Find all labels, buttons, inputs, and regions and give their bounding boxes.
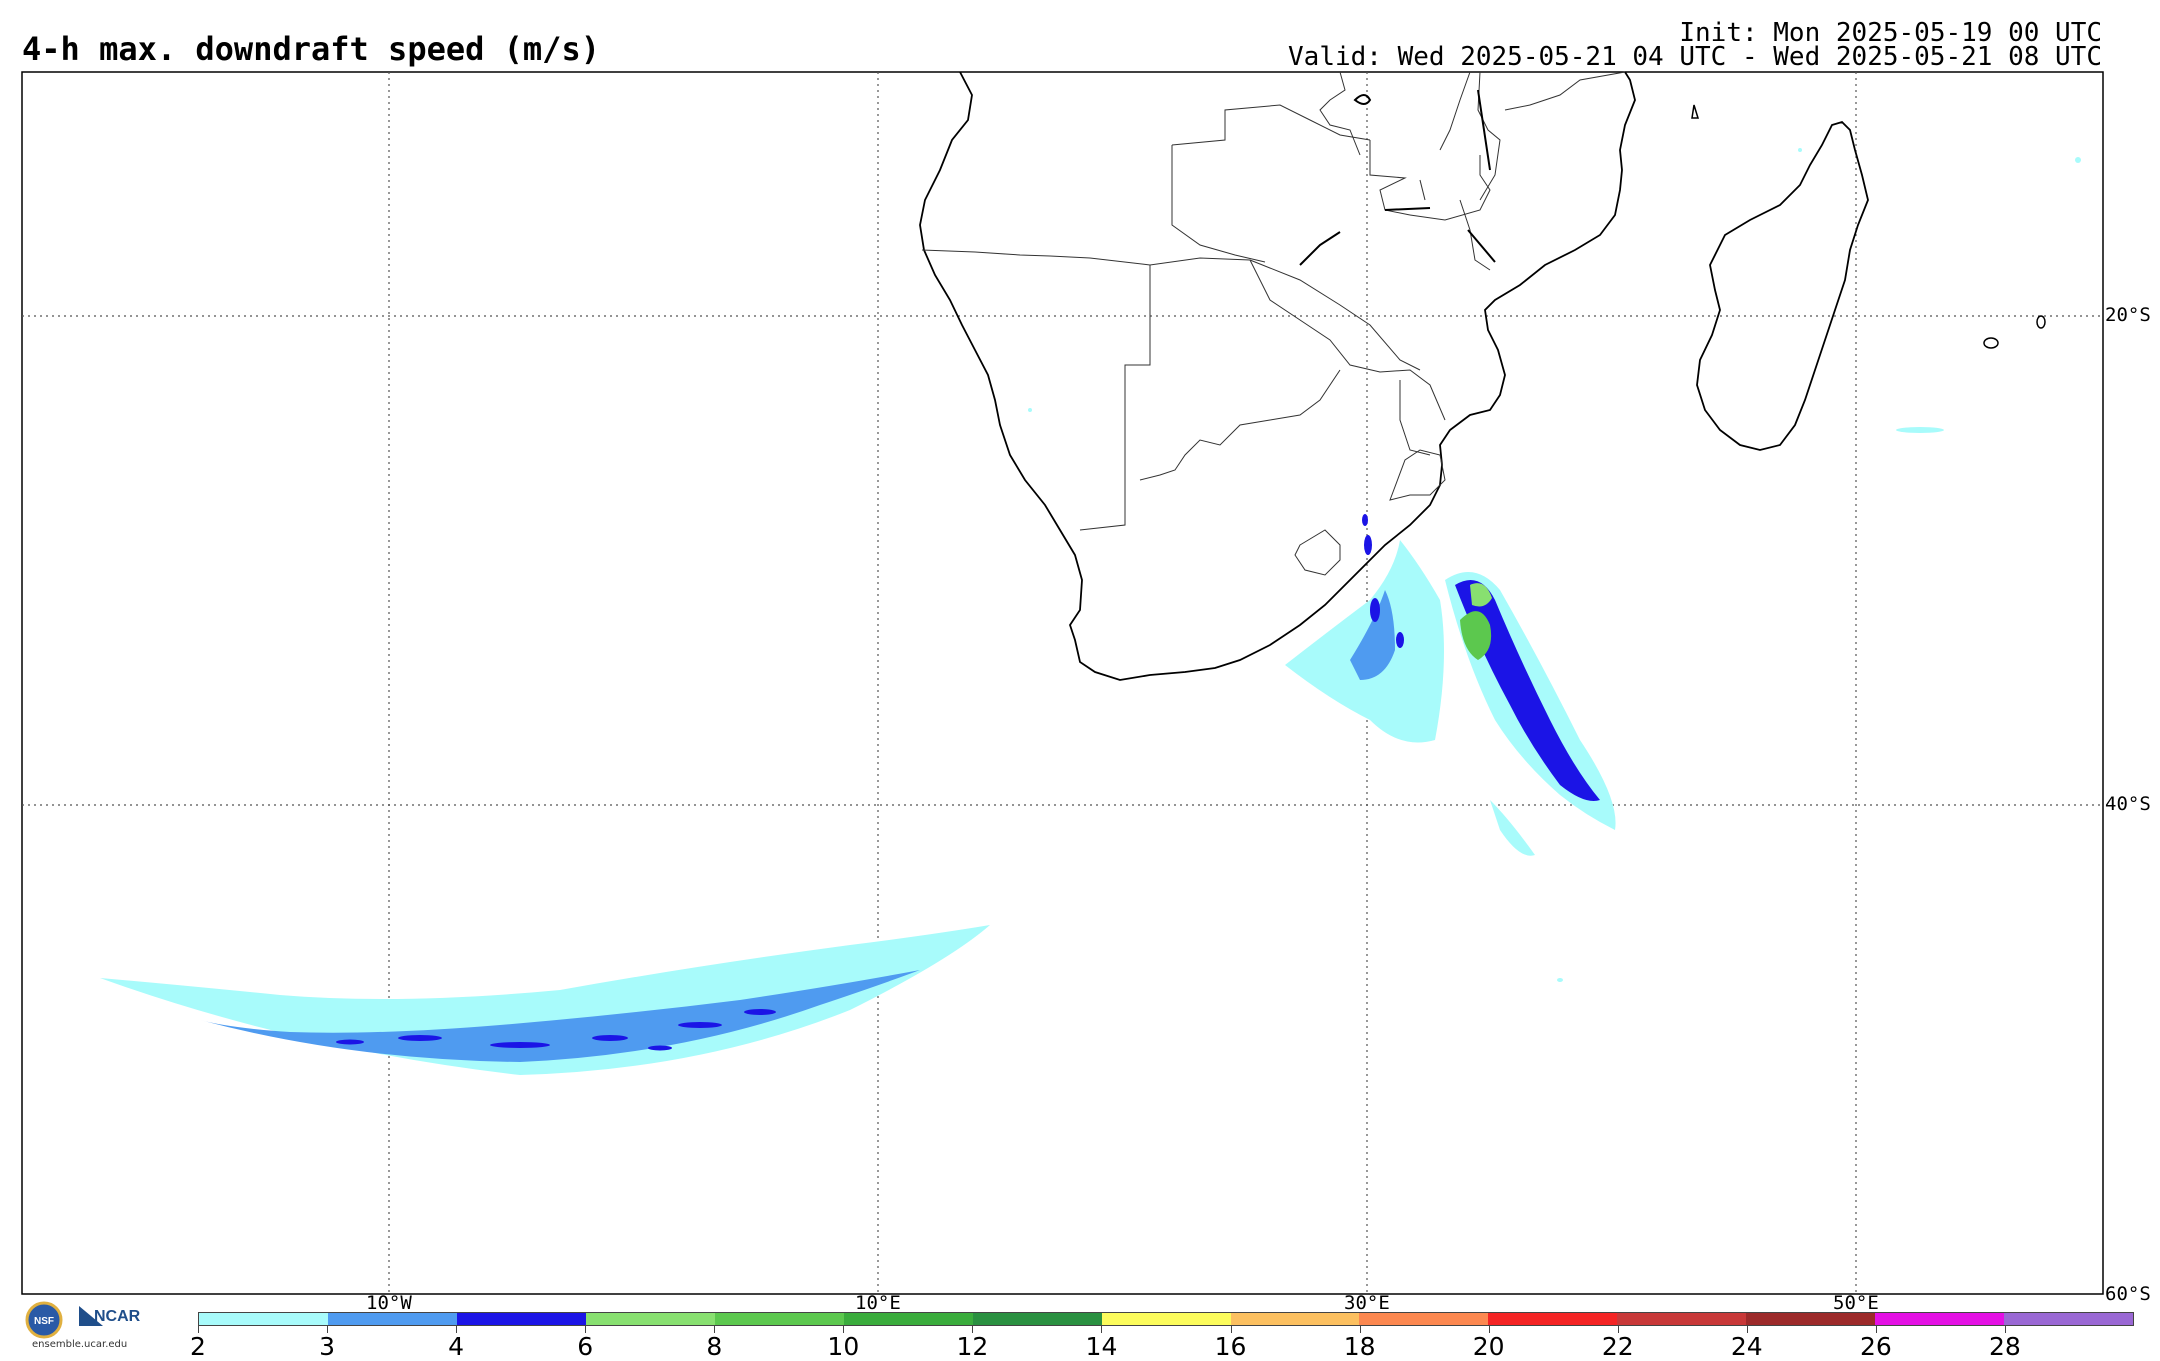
colorbar-label: 22 <box>1601 1332 1634 1361</box>
nsf-logo-icon: NSF <box>25 1301 63 1339</box>
ncar-logo-text: NCAR <box>94 1308 141 1325</box>
colorbar-tick <box>1617 1326 1619 1333</box>
colorbar-segment <box>1230 1313 1360 1325</box>
colorbar <box>198 1312 2134 1326</box>
colorbar-tick <box>198 1326 199 1333</box>
colorbar-label: 24 <box>1730 1332 1763 1361</box>
colorbar-label: 8 <box>706 1332 723 1361</box>
lat-label-40s: 40°S <box>2105 793 2151 815</box>
colorbar-tick <box>972 1326 974 1333</box>
logo-area: NSF <box>24 1300 164 1352</box>
colorbar-label: 3 <box>319 1332 336 1361</box>
colorbar-segment <box>1101 1313 1231 1325</box>
colorbar-label: 10 <box>827 1332 860 1361</box>
colorbar-label: 18 <box>1343 1332 1376 1361</box>
nsf-logo-text: NSF <box>34 1316 54 1327</box>
colorbar-label: 28 <box>1989 1332 2021 1361</box>
small-islands <box>1691 104 2046 349</box>
colorbar-tick <box>1101 1326 1103 1333</box>
init-time: Init: Mon 2025-05-19 00 UTC <box>1679 18 2102 48</box>
colorbar-segment <box>2004 1313 2134 1325</box>
colorbar-segment <box>1875 1313 2005 1325</box>
colorbar-label: 20 <box>1472 1332 1505 1361</box>
colorbar-segment <box>456 1313 586 1325</box>
map-frame <box>21 71 2104 1295</box>
lon-label-10e: 10°E <box>855 1292 901 1314</box>
africa-coastline <box>919 71 1636 681</box>
colorbar-tick <box>327 1326 329 1333</box>
colorbar-segment <box>585 1313 715 1325</box>
colorbar-segment <box>1746 1313 1876 1325</box>
lon-label-30e: 30°E <box>1344 1292 1390 1314</box>
lat-label-60s: 60°S <box>2105 1283 2151 1305</box>
country-borders <box>921 71 1626 576</box>
colorbar-label: 14 <box>1085 1332 1118 1361</box>
colorbar-tick <box>1746 1326 1748 1333</box>
colorbar-segment <box>327 1313 457 1325</box>
madagascar-outline <box>1696 120 1869 451</box>
graticule <box>22 72 2103 1294</box>
colorbar-segment <box>199 1313 328 1325</box>
colorbar-segment <box>1617 1313 1747 1325</box>
map-title: 4-h max. downdraft speed (m/s) <box>22 30 600 68</box>
colorbar-label: 12 <box>956 1332 989 1361</box>
colorbar-tick <box>1359 1326 1361 1333</box>
downdraft-se-africa <box>1028 148 2081 982</box>
colorbar-segment <box>1359 1313 1489 1325</box>
valid-time: Valid: Wed 2025-05-21 04 UTC - Wed 2025-… <box>1288 42 2102 72</box>
colorbar-tick <box>714 1326 716 1333</box>
colorbar-segment <box>972 1313 1102 1325</box>
colorbar-tick <box>2004 1326 2006 1333</box>
lon-label-50e: 50°E <box>1833 1292 1879 1314</box>
colorbar-tick <box>843 1326 845 1333</box>
ncar-logo-icon <box>79 1306 103 1326</box>
lat-label-20s: 20°S <box>2105 304 2151 326</box>
colorbar-label: 26 <box>1859 1332 1892 1361</box>
colorbar-tick <box>1230 1326 1232 1333</box>
colorbar-tick <box>585 1326 587 1333</box>
colorbar-label: 6 <box>577 1332 594 1361</box>
colorbar-tick <box>1875 1326 1877 1333</box>
footer-url: ensemble.ucar.edu <box>32 1339 128 1350</box>
downdraft-atlantic-band <box>100 925 990 1075</box>
colorbar-tick <box>1488 1326 1490 1333</box>
colorbar-segment <box>714 1313 844 1325</box>
lon-label-10w: 10°W <box>366 1292 412 1314</box>
lakes <box>1299 89 1496 266</box>
colorbar-segment <box>1488 1313 1618 1325</box>
colorbar-label: 2 <box>190 1332 206 1361</box>
colorbar-tick <box>456 1326 458 1333</box>
colorbar-segment <box>843 1313 973 1325</box>
colorbar-label: 16 <box>1214 1332 1247 1361</box>
colorbar-label: 4 <box>448 1332 465 1361</box>
